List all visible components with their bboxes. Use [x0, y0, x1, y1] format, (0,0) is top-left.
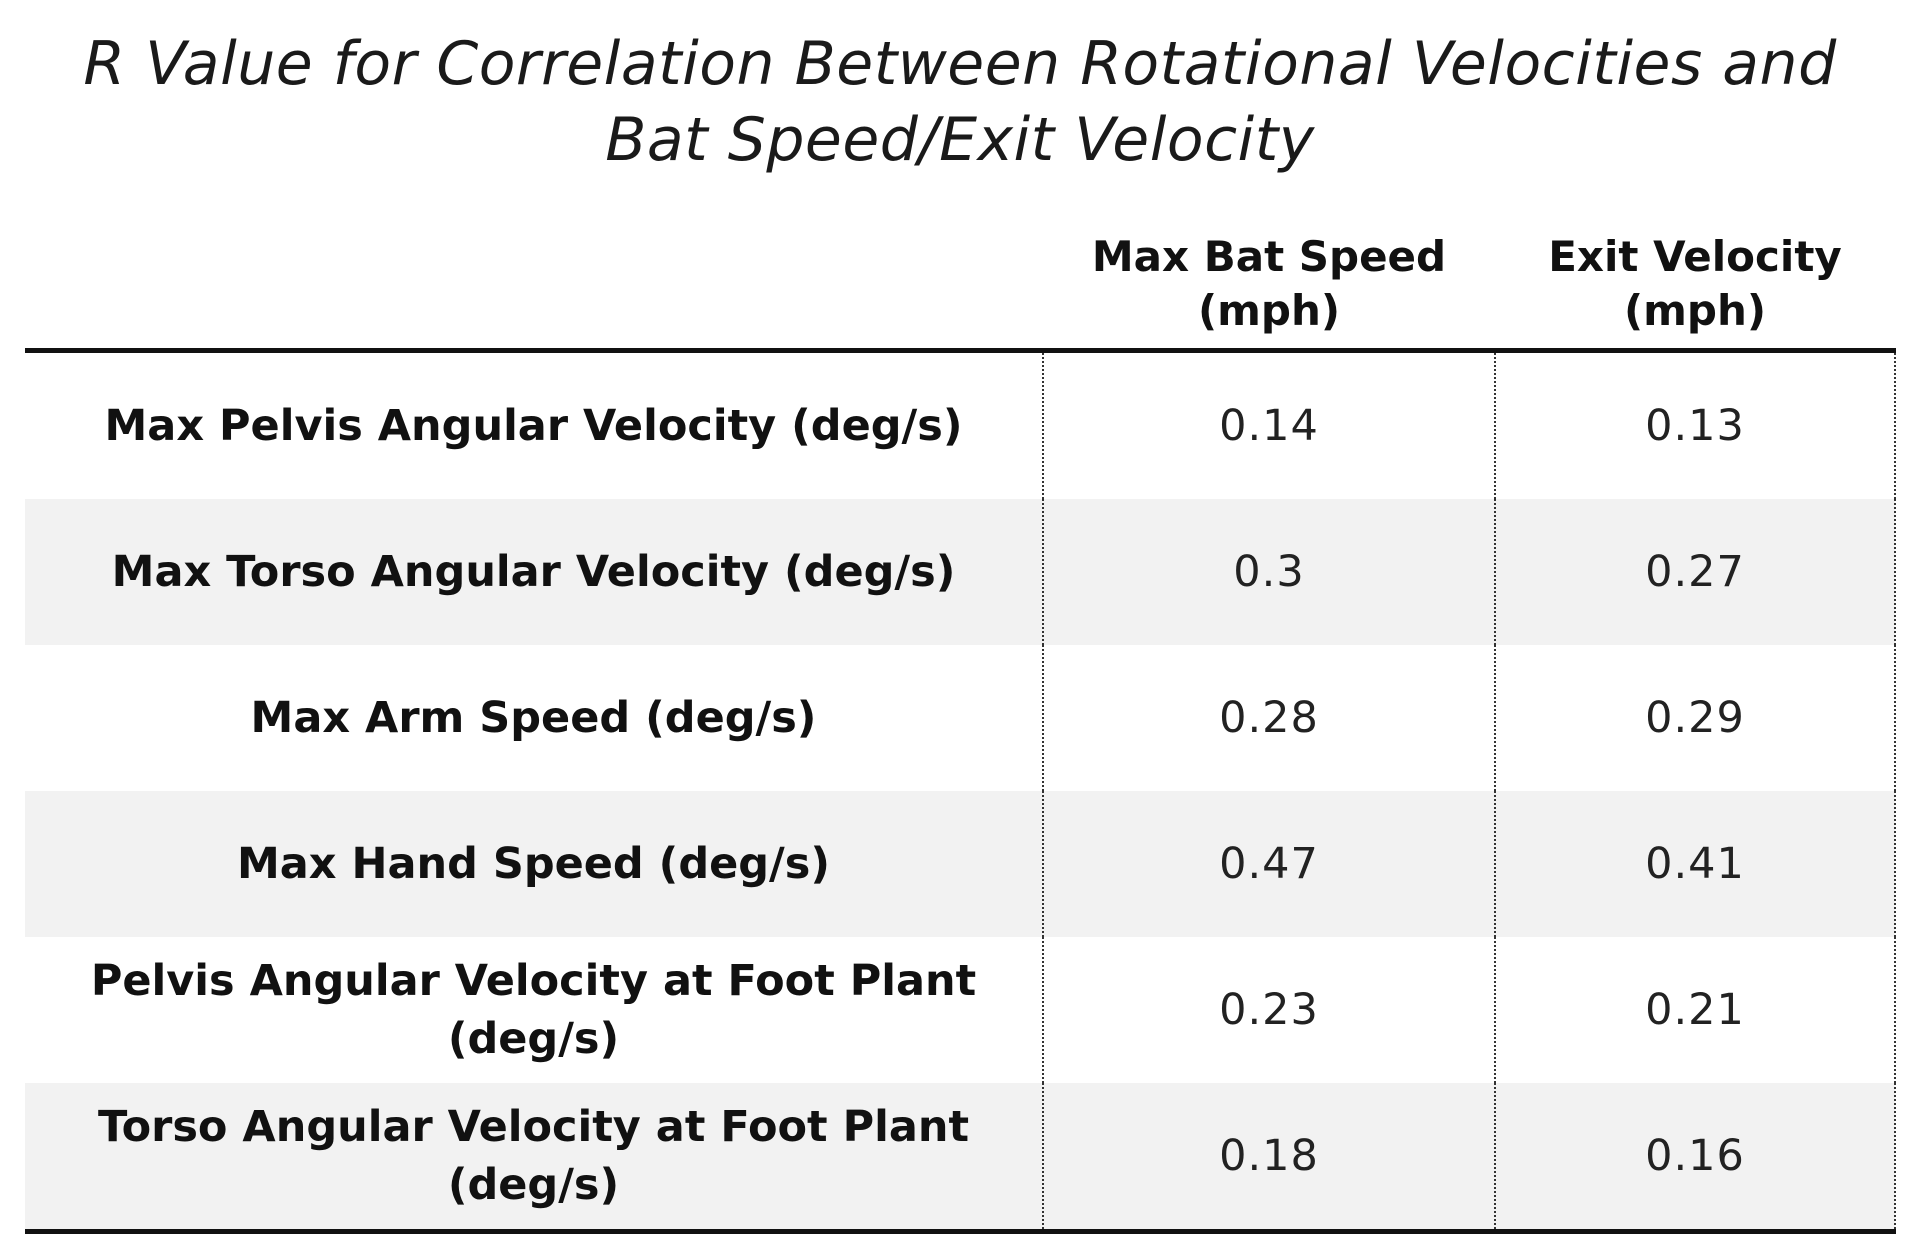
cell-max-bat-speed: 0.23: [1042, 937, 1495, 1083]
header-exit-velocity-line-2: (mph): [1623, 286, 1767, 335]
table-row: Torso Angular Velocity at Foot Plant (de…: [25, 1083, 1896, 1234]
table-row: Max Torso Angular Velocity (deg/s) 0.3 0…: [25, 499, 1896, 645]
header-exit-velocity: Exit Velocity (mph): [1495, 200, 1895, 353]
cell-exit-velocity: 0.29: [1494, 645, 1896, 791]
cell-max-bat-speed: 0.47: [1042, 791, 1495, 937]
correlation-table: Max Bat Speed (mph) Exit Velocity (mph) …: [25, 200, 1896, 1234]
cell-exit-velocity: 0.27: [1494, 499, 1896, 645]
table-row: Max Pelvis Angular Velocity (deg/s) 0.14…: [25, 350, 1896, 499]
table-body: Max Pelvis Angular Velocity (deg/s) 0.14…: [25, 350, 1896, 1234]
header-max-bat-speed-line-1: Max Bat Speed: [1091, 232, 1447, 281]
row-label: Pelvis Angular Velocity at Foot Plant (d…: [90, 956, 977, 1064]
row-label: Max Pelvis Angular Velocity (deg/s): [104, 401, 963, 451]
header-max-bat-speed-line-2: (mph): [1197, 286, 1341, 335]
table-row: Max Hand Speed (deg/s) 0.47 0.41: [25, 791, 1896, 937]
cell-max-bat-speed: 0.28: [1042, 645, 1495, 791]
header-max-bat-speed: Max Bat Speed (mph): [1043, 200, 1495, 353]
cell-max-bat-speed: 0.14: [1042, 350, 1495, 499]
header-row-label-cell: [25, 200, 1043, 353]
table-title-line-1: R Value for Correlation Between Rotation…: [83, 29, 1837, 99]
header-exit-velocity-line-1: Exit Velocity: [1548, 232, 1842, 281]
table-row: Pelvis Angular Velocity at Foot Plant (d…: [25, 937, 1896, 1083]
cell-max-bat-speed: 0.18: [1042, 1083, 1495, 1234]
header-row: Max Bat Speed (mph) Exit Velocity (mph): [25, 200, 1895, 353]
cell-exit-velocity: 0.21: [1494, 937, 1896, 1083]
cell-exit-velocity: 0.13: [1494, 350, 1896, 499]
row-label: Max Hand Speed (deg/s): [25, 791, 1043, 937]
table-title: R Value for Correlation Between Rotation…: [0, 26, 1920, 178]
row-label: Torso Angular Velocity at Foot Plant (de…: [25, 1083, 1043, 1234]
table-row: Max Arm Speed (deg/s) 0.28 0.29: [25, 645, 1896, 791]
table-header: Max Bat Speed (mph) Exit Velocity (mph): [25, 200, 1895, 353]
row-label: Max Torso Angular Velocity (deg/s): [25, 499, 1043, 645]
cell-exit-velocity: 0.16: [1494, 1083, 1896, 1234]
cell-max-bat-speed: 0.3: [1042, 499, 1495, 645]
row-label: Max Arm Speed (deg/s): [250, 693, 817, 743]
table-title-line-2: Bat Speed/Exit Velocity: [605, 105, 1315, 175]
cell-exit-velocity: 0.41: [1494, 791, 1896, 937]
